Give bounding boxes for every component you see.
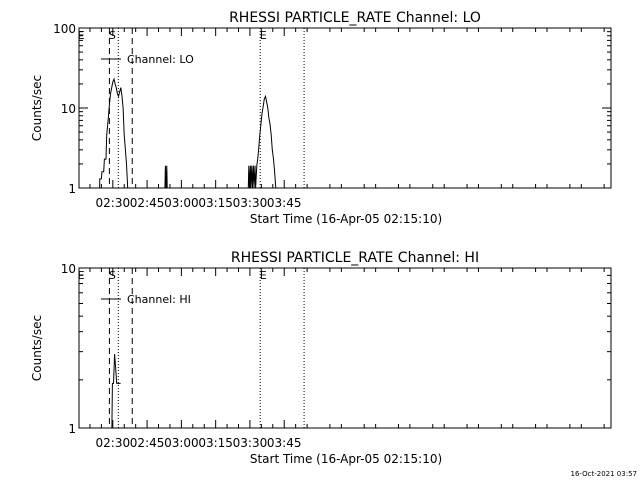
- chart-title: RHESSI PARTICLE_RATE Channel: HI: [231, 250, 479, 266]
- marker-label: E: [260, 29, 267, 42]
- footer-timestamp: 16-Oct-2021 03:57: [571, 470, 637, 478]
- y-tick-label: 10: [61, 102, 76, 116]
- x-tick-label: 03:45: [267, 196, 302, 210]
- marker-label: E: [78, 29, 85, 42]
- panel-hi-channel: RHESSI PARTICLE_RATE Channel: HI Start Ti…: [30, 250, 612, 466]
- panel-lo-channel: RHESSI PARTICLE_RATE Channel: LO Start Ti…: [30, 10, 612, 226]
- x-tick-label: 03:15: [198, 196, 233, 210]
- x-tick-label: 02:45: [130, 196, 165, 210]
- x-tick-label: 03:00: [164, 436, 199, 450]
- series-line: [99, 77, 277, 189]
- x-tick-label: 03:45: [267, 436, 302, 450]
- marker-label: S: [109, 269, 116, 282]
- marker-label: S: [109, 29, 116, 42]
- marker-label: E: [260, 269, 267, 282]
- series-line: [111, 353, 121, 429]
- x-axis-label: Start Time (16-Apr-05 02:15:10): [250, 212, 442, 226]
- y-axis-label: Counts/sec: [30, 315, 44, 381]
- x-tick-label: 03:30: [233, 436, 268, 450]
- plot-frame: [78, 267, 612, 429]
- x-tick-label: 02:45: [130, 436, 165, 450]
- x-tick-label: 02:30: [96, 436, 131, 450]
- y-tick-label: 10: [61, 262, 76, 276]
- x-tick-label: 02:30: [96, 196, 131, 210]
- marker-label: E: [78, 269, 85, 282]
- legend-label: Channel: LO: [127, 53, 194, 66]
- y-tick-label: 1: [68, 182, 76, 196]
- plot-frame: [78, 27, 612, 189]
- x-tick-label: 03:30: [233, 196, 268, 210]
- legend-label: Channel: HI: [127, 293, 191, 306]
- x-axis-label: Start Time (16-Apr-05 02:15:10): [250, 452, 442, 466]
- x-tick-label: 03:15: [198, 436, 233, 450]
- x-tick-label: 03:00: [164, 196, 199, 210]
- y-axis-label: Counts/sec: [30, 75, 44, 141]
- y-tick-label: 100: [53, 22, 76, 36]
- chart-title: RHESSI PARTICLE_RATE Channel: LO: [229, 10, 481, 26]
- y-tick-label: 1: [68, 422, 76, 436]
